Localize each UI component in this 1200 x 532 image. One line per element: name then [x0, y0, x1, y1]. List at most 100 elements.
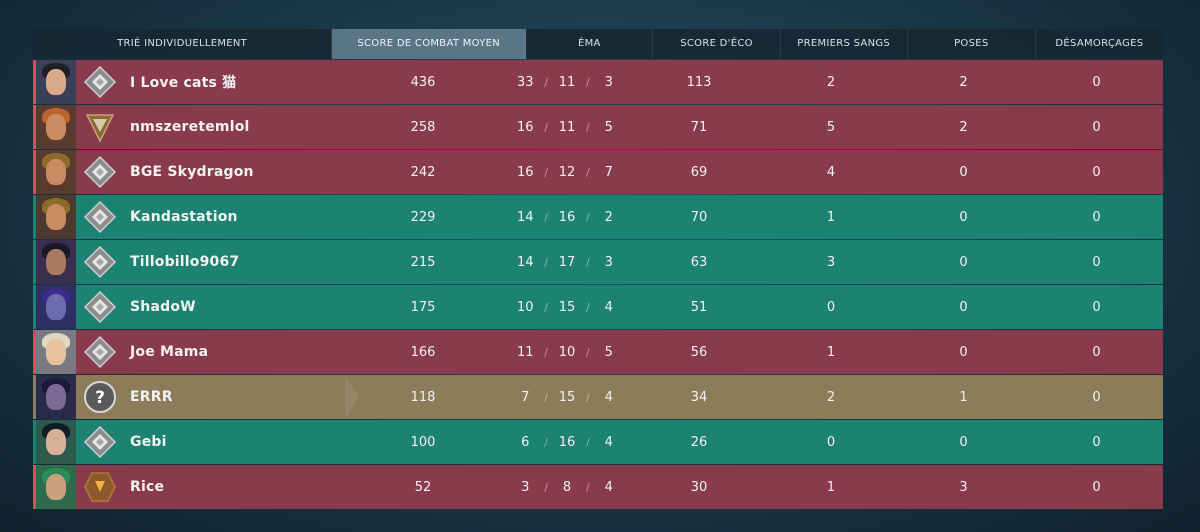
econ-value: 70 [690, 209, 708, 225]
player-cell: ? ERRR [33, 375, 345, 419]
player-row[interactable]: I Love cats 猫 436 33 / 11 / 3 113 2 2 0 [33, 60, 1163, 104]
defuses-value: 0 [1092, 164, 1101, 180]
econ-value: 30 [690, 479, 708, 495]
kills-value: 14 [517, 209, 534, 225]
player-cell: Joe Mama [33, 330, 345, 374]
kda-separator: / [544, 165, 548, 179]
kda-separator: / [544, 120, 548, 134]
defuses-value: 0 [1092, 389, 1101, 405]
first-bloods-value: 1 [826, 209, 836, 225]
acs-value: 258 [410, 119, 436, 135]
kda-separator: / [586, 165, 590, 179]
player-name: Rice [130, 479, 165, 495]
kills-value: 7 [521, 389, 530, 405]
acs-value: 100 [410, 434, 436, 450]
player-row[interactable]: nmszeretemlol 258 16 / 11 / 5 71 5 2 0 [33, 105, 1163, 149]
player-row[interactable]: Tillobillo9067 215 14 / 17 / 3 63 3 0 0 [33, 240, 1163, 284]
kills-value: 33 [517, 74, 534, 90]
kda-separator: / [586, 300, 590, 314]
kda-separator: / [586, 120, 590, 134]
header-plants[interactable]: POSES [908, 29, 1036, 59]
assists-value: 5 [604, 119, 613, 135]
assists-value: 4 [604, 479, 613, 495]
defuses-value: 0 [1092, 254, 1101, 270]
econ-value: 56 [690, 344, 708, 360]
deaths-value: 15 [558, 389, 576, 405]
acs-value: 166 [410, 344, 436, 360]
player-row[interactable]: Joe Mama 166 11 / 10 / 5 56 1 0 0 [33, 330, 1163, 374]
kda-value: 7 / 15 / 4 [501, 375, 633, 419]
first-bloods-value: 0 [826, 434, 836, 450]
plants-value: 0 [959, 209, 968, 225]
defuses-value: 0 [1092, 209, 1101, 225]
deaths-value: 17 [558, 254, 576, 270]
player-row[interactable]: ? ERRR 118 7 / 15 / 4 34 2 1 0 [33, 375, 1163, 419]
kda-value: 16 / 12 / 7 [501, 150, 633, 194]
kda-separator: / [586, 480, 590, 494]
agent-portrait [36, 105, 76, 149]
first-bloods-value: 4 [826, 164, 836, 180]
assists-value: 5 [604, 344, 613, 360]
silver-rank-icon [82, 154, 118, 190]
acs-value: 175 [410, 299, 436, 315]
assists-value: 7 [604, 164, 613, 180]
plants-value: 0 [959, 344, 968, 360]
kda-separator: / [544, 480, 548, 494]
header-defuses[interactable]: DÉSAMORÇAGES [1055, 38, 1144, 49]
plants-value: 2 [959, 74, 968, 90]
header-first-bloods[interactable]: PREMIERS SANGS [781, 29, 908, 59]
player-row[interactable]: ShadoW 175 10 / 15 / 4 51 0 0 0 [33, 285, 1163, 329]
kda-value: 16 / 11 / 5 [501, 105, 633, 149]
silver-rank-icon [82, 424, 118, 460]
unranked-icon: ? [82, 379, 118, 415]
player-row[interactable]: BGE Skydragon 242 16 / 12 / 7 69 4 0 0 [33, 150, 1163, 194]
agent-portrait [36, 285, 76, 329]
defuses-value: 0 [1092, 434, 1101, 450]
assists-value: 3 [604, 74, 613, 90]
header-player-sort[interactable]: TRIÉ INDIVIDUELLEMENT [33, 29, 333, 59]
econ-value: 69 [690, 164, 708, 180]
deaths-value: 10 [558, 344, 576, 360]
econ-value: 26 [690, 434, 708, 450]
player-name: Joe Mama [130, 344, 209, 360]
kda-value: 6 / 16 / 4 [501, 420, 633, 464]
player-cell: BGE Skydragon [33, 150, 345, 194]
first-bloods-value: 1 [826, 479, 836, 495]
defuses-value: 0 [1092, 479, 1101, 495]
agent-portrait [36, 240, 76, 284]
kills-value: 11 [517, 344, 534, 360]
kda-value: 10 / 15 / 4 [501, 285, 633, 329]
kda-value: 14 / 16 / 2 [501, 195, 633, 239]
assists-value: 2 [604, 209, 613, 225]
header-acs[interactable]: SCORE DE COMBAT MOYEN [332, 29, 527, 59]
player-row[interactable]: Kandastation 229 14 / 16 / 2 70 1 0 0 [33, 195, 1163, 239]
acs-value: 242 [410, 164, 436, 180]
acs-value: 436 [410, 74, 436, 90]
first-bloods-value: 0 [826, 299, 836, 315]
scoreboard-header: TRIÉ INDIVIDUELLEMENT SCORE DE COMBAT MO… [33, 29, 1163, 59]
player-row[interactable]: Rice 52 3 / 8 / 4 30 1 3 0 [33, 465, 1163, 509]
kills-value: 6 [521, 434, 530, 450]
agent-portrait [36, 60, 76, 104]
player-name: ERRR [130, 389, 173, 405]
agent-portrait [36, 375, 76, 419]
gold-rank-icon [82, 109, 118, 145]
kda-separator: / [586, 210, 590, 224]
kda-separator: / [544, 210, 548, 224]
player-name: ShadoW [130, 299, 196, 315]
kda-value: 33 / 11 / 3 [501, 60, 633, 104]
player-name: Gebi [130, 434, 167, 450]
plants-value: 0 [959, 299, 968, 315]
header-kda[interactable]: ÉMA [526, 29, 654, 59]
defuses-value: 0 [1092, 299, 1101, 315]
bronze-rank-icon [82, 469, 118, 505]
plants-value: 3 [959, 479, 968, 495]
first-bloods-value: 2 [826, 74, 836, 90]
header-econ[interactable]: SCORE D'ÉCO [653, 29, 781, 59]
agent-portrait [36, 420, 76, 464]
econ-value: 71 [690, 119, 708, 135]
player-row[interactable]: Gebi 100 6 / 16 / 4 26 0 0 0 [33, 420, 1163, 464]
kda-separator: / [586, 390, 590, 404]
silver-rank-icon [82, 244, 118, 280]
kills-value: 10 [517, 299, 534, 315]
